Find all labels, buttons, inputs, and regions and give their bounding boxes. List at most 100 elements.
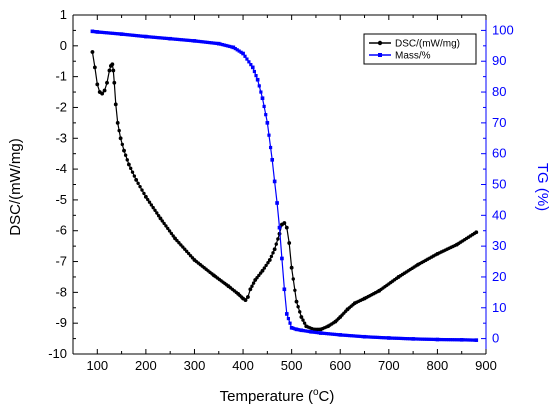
mass-data-point xyxy=(119,32,124,36)
mass-marker xyxy=(404,337,408,341)
dsc-marker xyxy=(169,231,174,236)
dsc-marker xyxy=(128,166,133,171)
mass-data-point xyxy=(435,337,440,342)
mass-marker xyxy=(215,41,219,46)
dsc-data-point xyxy=(236,292,241,296)
y-left-axis-title: DSC/(mW/mg) xyxy=(7,138,24,236)
y-right-tick-label: 50 xyxy=(492,177,506,192)
mass-marker xyxy=(218,42,223,46)
dsc-marker xyxy=(142,191,146,196)
mass-marker xyxy=(409,337,413,341)
dsc-marker xyxy=(151,205,155,210)
mass-marker xyxy=(390,336,395,340)
dsc-marker xyxy=(271,251,275,255)
mass-marker xyxy=(161,36,165,40)
mass-marker xyxy=(346,333,350,338)
mass-marker xyxy=(194,39,198,43)
dsc-data-point xyxy=(192,258,197,262)
mass-marker xyxy=(433,337,438,342)
mass-marker xyxy=(254,74,258,78)
mass-marker xyxy=(407,337,411,341)
dsc-marker xyxy=(167,229,172,233)
mass-marker xyxy=(326,332,331,336)
mass-marker xyxy=(311,330,315,334)
mass-data-point xyxy=(260,96,265,101)
mass-marker xyxy=(307,329,311,334)
mass-marker xyxy=(259,90,263,94)
dsc-marker xyxy=(117,128,121,133)
mass-marker xyxy=(452,338,456,342)
mass-marker xyxy=(157,36,161,40)
dsc-data-point xyxy=(352,301,357,306)
mass-data-point xyxy=(280,256,284,261)
mass-marker xyxy=(315,330,319,335)
dsc-marker xyxy=(156,214,161,218)
dsc-data-point xyxy=(289,265,294,270)
mass-marker xyxy=(456,338,460,342)
dsc-data-point xyxy=(102,88,107,93)
mass-marker xyxy=(465,338,469,342)
mass-marker xyxy=(123,32,127,37)
dsc-marker xyxy=(123,153,128,157)
mass-marker xyxy=(447,338,451,342)
dsc-data-point xyxy=(253,278,258,282)
mass-data-point xyxy=(459,338,464,342)
dsc-data-point xyxy=(92,65,97,70)
mass-marker xyxy=(469,338,473,342)
x-tick-label: 700 xyxy=(378,358,400,373)
mass-marker xyxy=(140,34,144,38)
x-tick-label: 500 xyxy=(281,358,303,373)
dsc-data-point xyxy=(299,315,304,319)
mass-marker xyxy=(364,335,368,339)
dsc-data-point xyxy=(345,307,350,312)
mass-marker xyxy=(472,338,477,342)
mass-marker xyxy=(379,335,383,340)
mass-marker xyxy=(181,38,185,42)
mass-marker xyxy=(336,333,340,337)
mass-marker xyxy=(430,337,434,341)
dsc-data-point xyxy=(294,299,299,304)
dsc-marker xyxy=(147,200,152,204)
y-left-tick-label: -5 xyxy=(55,192,67,207)
dsc-marker xyxy=(251,281,256,285)
mass-marker xyxy=(239,50,243,54)
y-right-tick-label: 60 xyxy=(492,146,506,161)
mass-marker xyxy=(422,337,426,341)
dsc-marker xyxy=(138,184,142,189)
mass-marker xyxy=(383,336,387,340)
dsc-data-point xyxy=(248,287,253,292)
mass-data-point xyxy=(241,51,245,56)
mass-marker xyxy=(328,332,333,336)
mass-marker xyxy=(202,40,206,44)
x-tick-label: 900 xyxy=(475,358,497,373)
x-tick-label: 200 xyxy=(135,358,157,373)
mass-marker xyxy=(334,332,338,337)
y-left-tick-label: -6 xyxy=(55,223,67,238)
dsc-data-point xyxy=(110,62,115,67)
mass-marker xyxy=(372,335,376,339)
mass-marker xyxy=(155,35,159,40)
mass-data-point xyxy=(95,30,100,34)
mass-marker xyxy=(347,334,352,338)
mass-marker xyxy=(134,34,139,38)
dsc-data-point xyxy=(362,296,367,301)
y-left-tick-label: -2 xyxy=(55,99,67,114)
y-left-tick-label: -4 xyxy=(55,161,67,176)
mass-data-point xyxy=(282,287,287,292)
mass-marker xyxy=(305,329,309,333)
mass-marker xyxy=(170,37,174,41)
mass-marker xyxy=(330,332,335,336)
mass-marker xyxy=(185,38,189,42)
mass-marker xyxy=(420,337,425,341)
mass-marker xyxy=(183,38,187,42)
mass-marker xyxy=(377,335,382,340)
mass-data-point xyxy=(338,333,343,337)
mass-data-point xyxy=(265,121,270,125)
mass-marker xyxy=(204,40,208,44)
dsc-data-point xyxy=(260,268,265,273)
mass-marker xyxy=(222,43,226,47)
dsc-data-point xyxy=(304,324,309,329)
mass-marker xyxy=(415,337,419,341)
mass-marker xyxy=(243,54,247,58)
